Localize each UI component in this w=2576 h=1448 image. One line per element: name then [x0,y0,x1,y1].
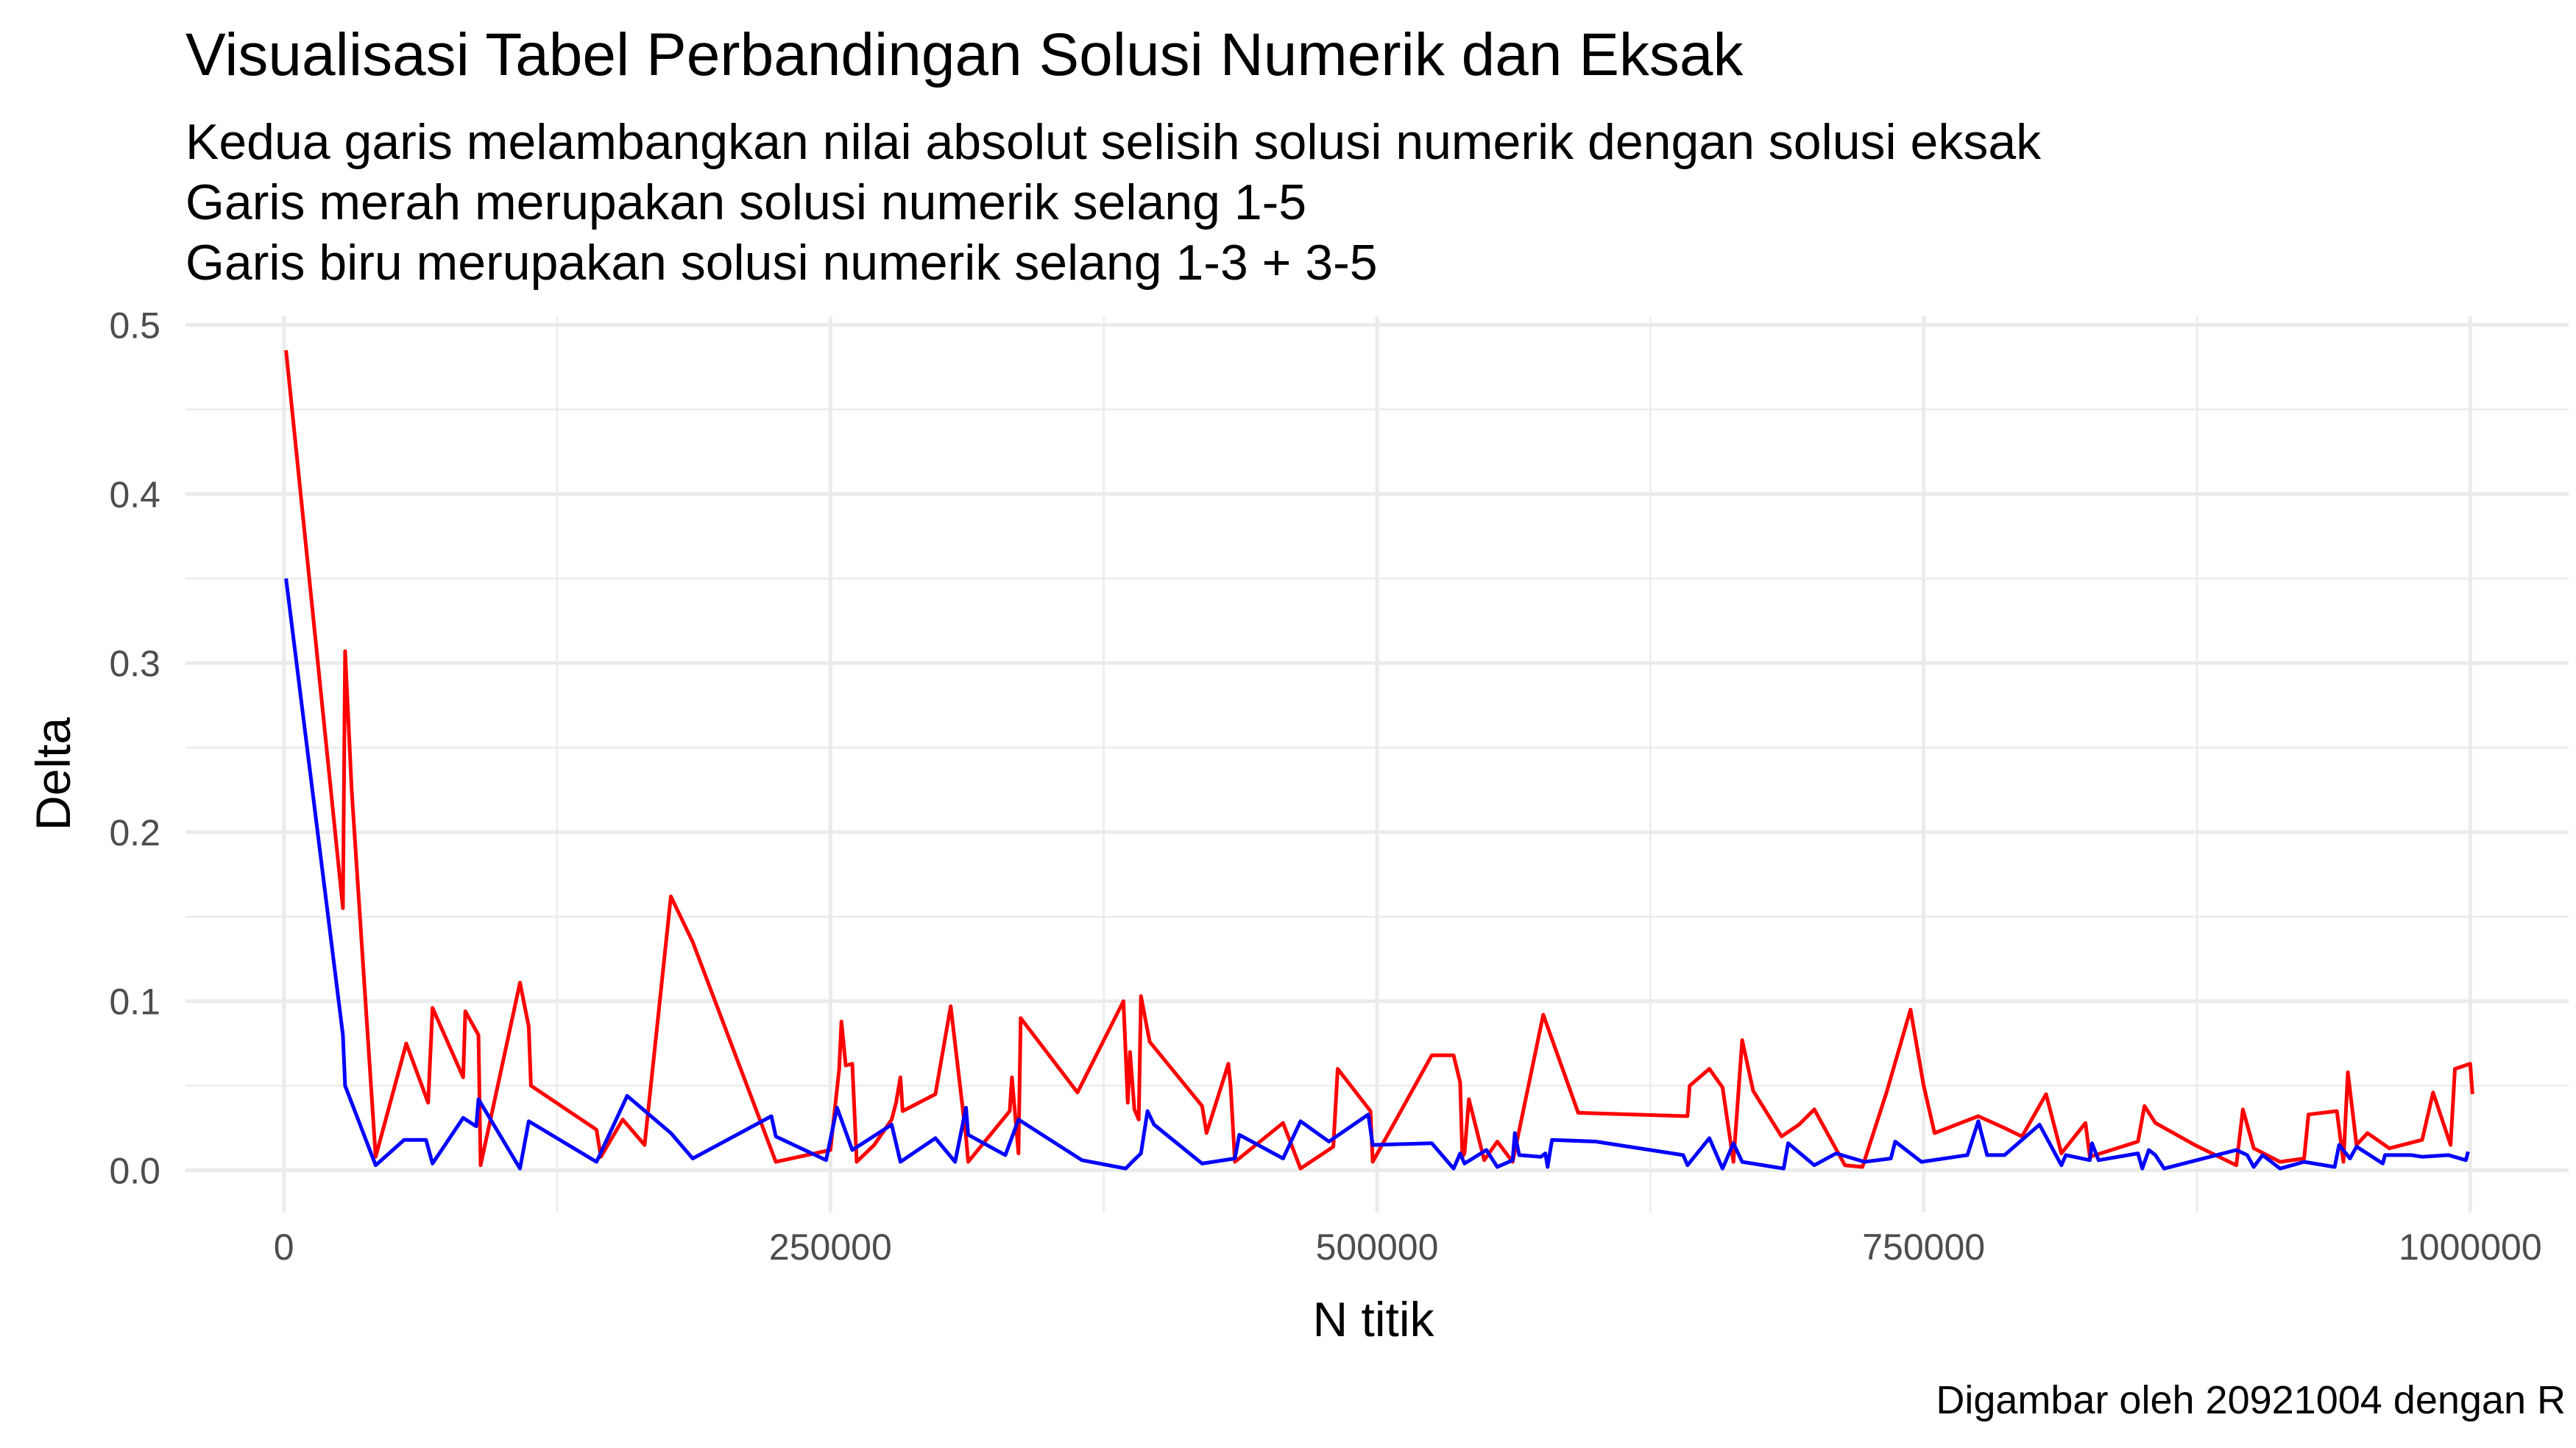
x-axis-ticks: 0 250000 500000 750000 1000000 [274,1227,2542,1268]
chart-caption: Digambar oleh 20921004 dengan R [1936,1378,2566,1422]
y-tick-label: 0.0 [109,1151,160,1192]
y-tick-label: 0.4 [109,474,160,515]
subtitle-line-2: Garis merah merupakan solusi numerik sel… [185,174,1307,230]
chart-title: Visualisasi Tabel Perbandingan Solusi Nu… [185,21,1744,88]
x-tick-label: 250000 [769,1227,892,1268]
series-layer [284,349,2474,1171]
y-axis-label: Delta [26,717,80,831]
x-axis-label: N titik [1312,1292,1434,1346]
x-tick-label: 1000000 [2399,1227,2542,1268]
subtitle-line-3: Garis biru merupakan solusi numerik sela… [185,235,1378,291]
series-line-1 [284,349,2474,1171]
series-line-2 [284,578,2470,1171]
x-tick-label: 750000 [1862,1227,1985,1268]
y-axis-ticks: 0.0 0.1 0.2 0.3 0.4 0.5 [109,305,160,1191]
chart-subtitle: Kedua garis melambangkan nilai absolut s… [185,112,2041,293]
y-tick-label: 0.1 [109,982,160,1023]
y-tick-label: 0.3 [109,643,160,684]
major-gridlines [185,316,2569,1213]
y-tick-label: 0.5 [109,305,160,346]
subtitle-line-1: Kedua garis melambangkan nilai absolut s… [185,114,2042,170]
x-tick-label: 0 [274,1227,294,1268]
y-tick-label: 0.2 [109,812,160,853]
x-tick-label: 500000 [1316,1227,1439,1268]
